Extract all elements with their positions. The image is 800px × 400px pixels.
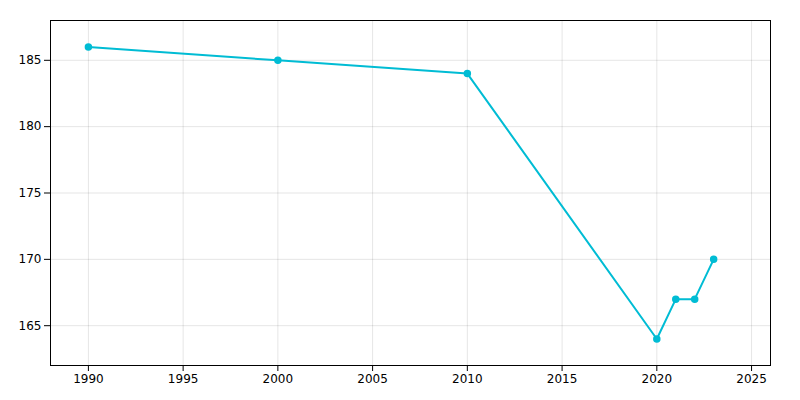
svg-text:175: 175 [19, 186, 42, 200]
svg-text:185: 185 [19, 53, 42, 67]
svg-text:170: 170 [19, 252, 42, 266]
svg-text:2015: 2015 [547, 372, 578, 386]
svg-text:2025: 2025 [736, 372, 767, 386]
svg-text:2005: 2005 [357, 372, 388, 386]
svg-text:180: 180 [19, 119, 42, 133]
svg-text:2000: 2000 [263, 372, 294, 386]
svg-text:1990: 1990 [73, 372, 104, 386]
svg-text:2020: 2020 [642, 372, 673, 386]
svg-text:1995: 1995 [168, 372, 199, 386]
svg-text:2010: 2010 [452, 372, 483, 386]
svg-text:165: 165 [19, 319, 42, 333]
